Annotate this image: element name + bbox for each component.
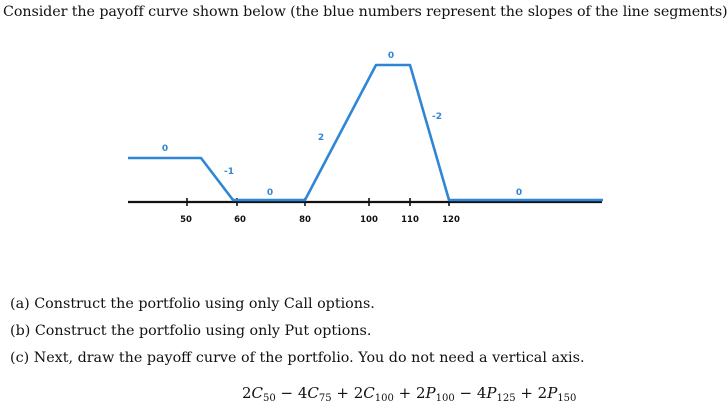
formula-sign: − bbox=[275, 384, 298, 402]
slope-label-3: 0 bbox=[267, 188, 273, 198]
formula-option-symbol: P bbox=[486, 384, 497, 402]
slope-label-7: 0 bbox=[516, 188, 522, 198]
slope-label-2: -1 bbox=[224, 167, 234, 177]
formula-coefficient: 2 bbox=[537, 384, 548, 402]
payoff-curve bbox=[128, 63, 603, 202]
formula-sign: + bbox=[331, 384, 354, 402]
question-a: (a) Construct the portfolio using only C… bbox=[10, 296, 375, 312]
formula-strike-subscript: 100 bbox=[374, 393, 394, 404]
axis-label-50: 50 bbox=[180, 215, 192, 225]
formula-strike-subscript: 50 bbox=[263, 393, 276, 404]
slope-label-5: 0 bbox=[388, 51, 394, 61]
formula-coefficient: 2 bbox=[353, 384, 364, 402]
formula-strike-subscript: 150 bbox=[557, 393, 577, 404]
slope-label-4: 2 bbox=[318, 133, 324, 143]
formula-sign: − bbox=[454, 384, 477, 402]
portfolio-formula: 2C50 − 4C75 + 2C100 + 2P100 − 4P125 + 2P… bbox=[242, 384, 576, 404]
formula-coefficient: 4 bbox=[297, 384, 308, 402]
formula-sign: + bbox=[393, 384, 416, 402]
formula-option-symbol: P bbox=[425, 384, 436, 402]
formula-sign: + bbox=[515, 384, 538, 402]
formula-option-symbol: C bbox=[363, 384, 375, 402]
slope-label-1: 0 bbox=[162, 144, 168, 154]
axis-label-80: 80 bbox=[299, 215, 311, 225]
formula-option-symbol: C bbox=[307, 384, 319, 402]
formula-coefficient: 2 bbox=[242, 384, 252, 402]
formula-strike-subscript: 100 bbox=[435, 393, 455, 404]
formula-option-symbol: C bbox=[251, 384, 264, 402]
question-b: (b) Construct the portfolio using only P… bbox=[10, 323, 372, 339]
axis-label-60: 60 bbox=[234, 215, 246, 225]
formula-option-symbol: P bbox=[547, 384, 558, 402]
intro-text: Consider the payoff curve shown below (t… bbox=[3, 4, 728, 20]
question-c: (c) Next, draw the payoff curve of the p… bbox=[10, 350, 585, 366]
slope-label-6: -2 bbox=[432, 112, 442, 122]
formula-coefficient: 2 bbox=[415, 384, 426, 402]
axis-label-110: 110 bbox=[401, 215, 419, 225]
formula-strike-subscript: 75 bbox=[318, 393, 332, 404]
formula-strike-subscript: 125 bbox=[496, 393, 516, 404]
formula-coefficient: 4 bbox=[476, 384, 487, 402]
axis-label-120: 120 bbox=[442, 215, 460, 225]
axis-label-100: 100 bbox=[360, 215, 378, 225]
